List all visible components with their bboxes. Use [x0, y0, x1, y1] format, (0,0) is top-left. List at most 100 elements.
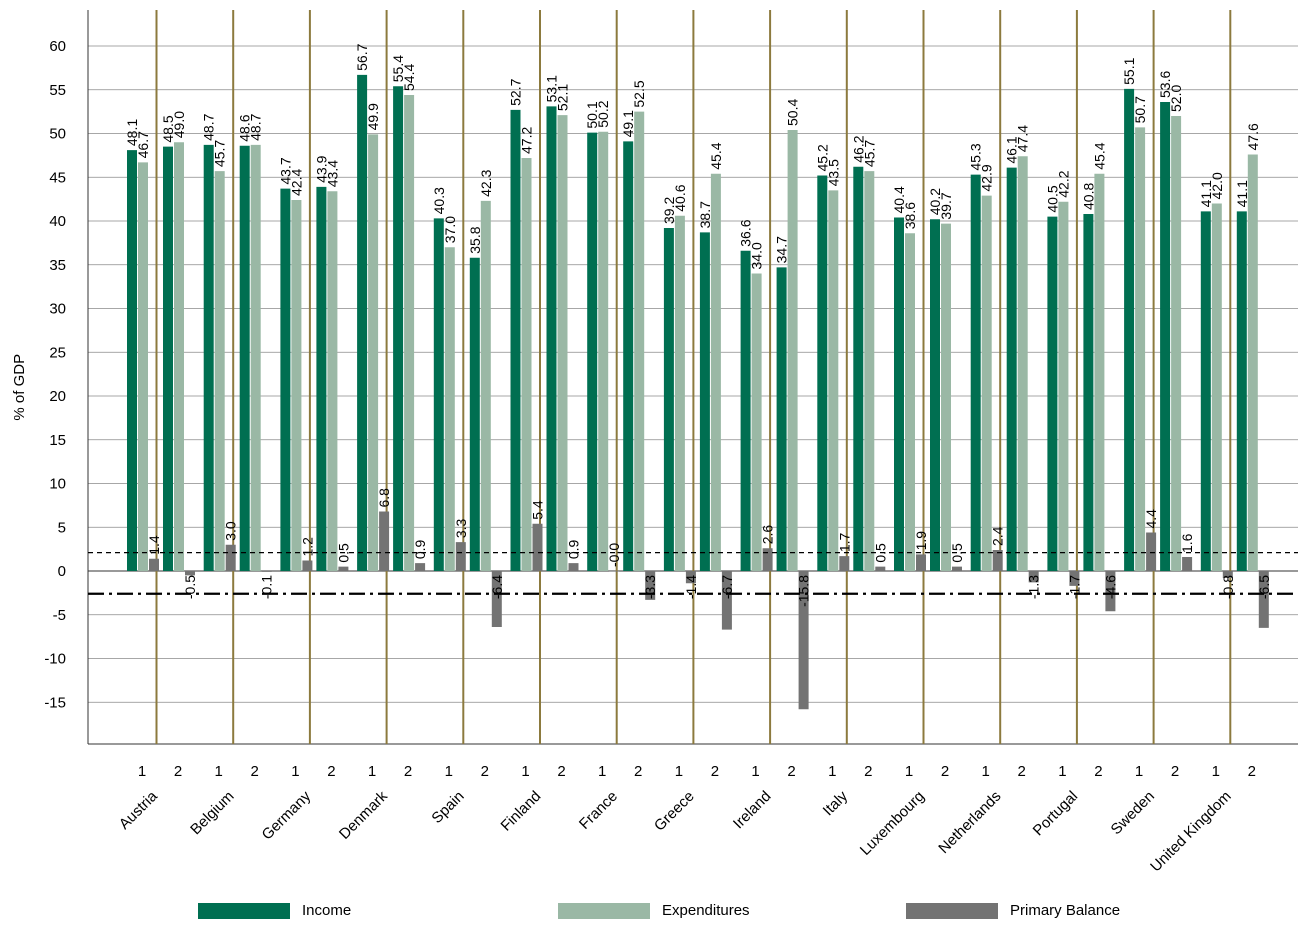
data-label: 38.6: [902, 202, 918, 229]
bar-balance: [261, 571, 272, 572]
data-label: 2.6: [760, 525, 776, 545]
bar-expenditures: [941, 223, 951, 571]
data-label: 50.4: [785, 99, 801, 126]
data-label: -6.5: [1256, 575, 1272, 599]
data-label: 1.6: [1179, 533, 1195, 553]
data-label: 35.8: [467, 226, 483, 253]
bar-expenditures: [787, 130, 798, 571]
data-label: 50.1: [584, 101, 600, 128]
data-label: 45.2: [814, 144, 830, 171]
bar-income: [1200, 211, 1211, 571]
bar-income: [1083, 214, 1094, 571]
period-label: 1: [368, 763, 376, 780]
data-label: 56.7: [354, 43, 370, 70]
data-label: 48.1: [124, 119, 140, 146]
bar-balance: [1222, 571, 1233, 578]
data-label: 48.7: [201, 113, 217, 140]
bar-income: [1124, 88, 1135, 571]
bar-income: [930, 219, 940, 571]
bar-expenditures: [327, 191, 338, 571]
data-label: 42.9: [979, 164, 995, 191]
country-label: Finland: [498, 788, 545, 835]
data-label: 47.6: [1245, 123, 1261, 150]
data-label: 41.1: [1198, 180, 1214, 207]
data-label: -4.6: [1102, 575, 1118, 599]
bar-expenditures: [1171, 116, 1182, 571]
data-label: 39.7: [938, 192, 954, 219]
legend-label-balance: Primary Balance: [1010, 902, 1121, 919]
data-label: 42.4: [288, 169, 304, 196]
country-label: Portugal: [1030, 788, 1082, 840]
bar-balance: [952, 566, 962, 571]
bar-income: [623, 141, 634, 571]
data-label: 0.9: [566, 539, 582, 559]
data-label: 49.9: [365, 103, 381, 130]
bar-income: [587, 132, 598, 571]
data-label: 52.5: [631, 80, 647, 107]
data-label: 46.1: [1004, 136, 1020, 163]
data-label: 45.4: [1091, 142, 1107, 169]
legend-item-balance: Primary Balance: [906, 902, 1120, 919]
data-label: 5.4: [530, 500, 546, 520]
data-label: 43.4: [324, 160, 340, 187]
bar-expenditures: [291, 200, 302, 571]
data-label: 43.7: [277, 157, 293, 184]
country-label: Netherlands: [935, 788, 1004, 857]
data-label: 43.9: [313, 155, 329, 182]
data-label: 45.3: [968, 143, 984, 170]
y-tick-label: 15: [49, 432, 66, 449]
data-label: 49.1: [620, 110, 636, 137]
period-label: 2: [481, 763, 489, 780]
bar-expenditures: [1247, 154, 1258, 571]
period-label: 2: [1171, 763, 1179, 780]
bar-balance: [532, 523, 543, 571]
data-label: -0.5: [182, 575, 198, 599]
data-label: -1.4: [683, 575, 699, 599]
data-label: 53.1: [544, 75, 560, 102]
data-label: -0.1: [259, 575, 275, 599]
data-label: 42.0: [1209, 172, 1225, 199]
data-label: 47.4: [1015, 125, 1031, 152]
bar-balance: [491, 571, 502, 627]
y-tick-label: 20: [49, 388, 66, 405]
period-label: 1: [1135, 763, 1143, 780]
data-label: 54.4: [401, 64, 417, 91]
data-label: 3.0: [223, 521, 239, 541]
y-tick-label: 50: [49, 126, 66, 143]
legend: Income Expenditures Primary Balance: [0, 902, 1300, 926]
bar-expenditures: [368, 134, 379, 571]
data-label: 50.2: [595, 100, 611, 127]
bar-balance: [1069, 571, 1080, 586]
country-label: Luxembourg: [857, 788, 928, 859]
period-label: 2: [787, 763, 795, 780]
data-label: -1.3: [1026, 575, 1042, 599]
data-label: 43.5: [825, 159, 841, 186]
bar-balance: [875, 566, 886, 571]
bar-expenditures: [828, 190, 839, 571]
bar-expenditures: [981, 195, 992, 571]
y-tick-label: 45: [49, 169, 66, 186]
legend-swatch-expenditures: [558, 902, 650, 919]
data-label: 52.7: [508, 78, 524, 105]
bar-expenditures: [751, 273, 762, 571]
bar-balance: [916, 554, 926, 571]
period-label: 1: [215, 763, 223, 780]
data-label: -1.7: [1066, 575, 1082, 599]
data-label: 34.7: [774, 236, 790, 263]
bar-income: [316, 186, 327, 571]
data-label: 53.6: [1157, 71, 1173, 98]
bar-balance: [379, 511, 390, 571]
y-tick-label: 30: [49, 301, 66, 318]
bar-balance: [1146, 532, 1157, 571]
bar-expenditures: [1017, 156, 1028, 571]
data-label: -6.7: [719, 575, 735, 599]
bar-income: [740, 250, 751, 571]
period-label: 2: [174, 763, 182, 780]
data-label: 46.2: [850, 135, 866, 162]
period-label: 1: [521, 763, 529, 780]
data-label: 42.3: [478, 169, 494, 196]
y-tick-label: 0: [58, 563, 66, 580]
country-label: Greece: [651, 788, 698, 835]
bar-expenditures: [864, 171, 875, 571]
bar-income: [817, 175, 828, 571]
